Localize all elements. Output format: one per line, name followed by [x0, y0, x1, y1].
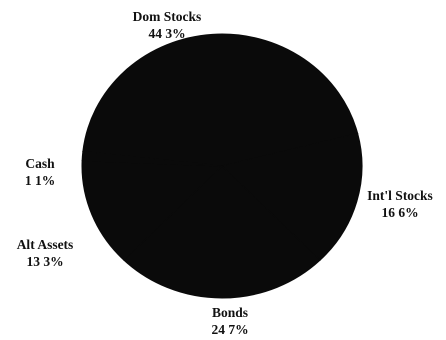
label-intl-stocks-value: 16 6%: [381, 205, 419, 220]
label-intl-stocks: Int'l Stocks 16 6%: [355, 187, 445, 221]
label-dom-stocks-value: 44 3%: [148, 26, 186, 41]
label-alt-assets: Alt Assets 13 3%: [2, 236, 88, 270]
pie-slice-int-l-stocks: [220, 132, 363, 261]
label-intl-stocks-name: Int'l Stocks: [367, 188, 433, 203]
label-dom-stocks: Dom Stocks 44 3%: [112, 8, 222, 42]
label-bonds-name: Bonds: [211, 305, 249, 320]
label-cash-value: 1 1%: [24, 173, 56, 188]
pie-slice-dom-stocks: [82, 33, 359, 167]
label-cash-name: Cash: [25, 156, 55, 171]
pie-slice-bonds: [123, 165, 321, 299]
label-dom-stocks-name: Dom Stocks: [132, 9, 202, 24]
label-alt-assets-name: Alt Assets: [16, 237, 74, 252]
label-bonds-value: 24 7%: [211, 322, 249, 337]
label-bonds: Bonds 24 7%: [200, 304, 260, 338]
pie-slices: [81, 33, 363, 299]
label-alt-assets-value: 13 3%: [26, 254, 64, 269]
label-cash: Cash 1 1%: [12, 155, 68, 189]
pie-slice-cash: [81, 151, 223, 167]
pie-slice-alt-assets: [81, 160, 224, 261]
